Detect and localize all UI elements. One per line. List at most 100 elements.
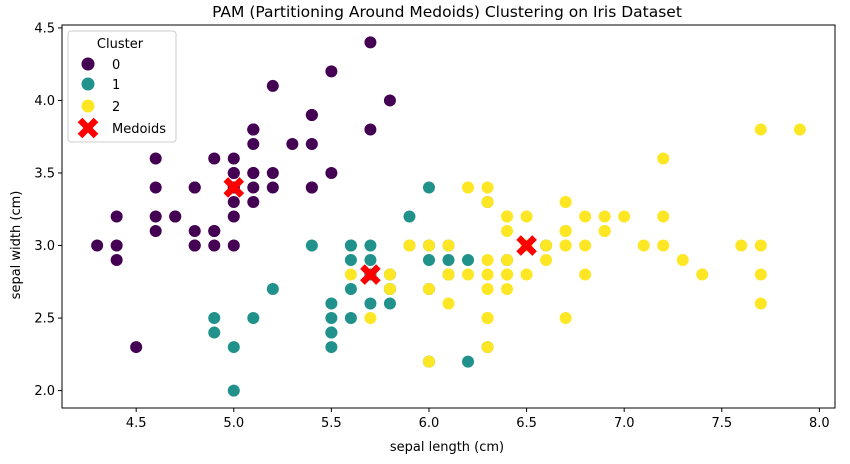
medoid-marker — [360, 264, 381, 285]
data-point-cluster-2 — [501, 268, 514, 281]
y-axis-label: sepal width (cm) — [9, 191, 24, 300]
data-point-cluster-2 — [559, 312, 572, 325]
data-point-cluster-1 — [227, 341, 240, 354]
data-point-cluster-1 — [325, 297, 338, 310]
legend-label: 0 — [112, 58, 120, 73]
data-point-cluster-0 — [305, 137, 318, 150]
data-point-cluster-0 — [286, 137, 299, 150]
data-point-cluster-1 — [383, 297, 396, 310]
data-point-cluster-2 — [754, 297, 767, 310]
x-tick-label: 5.5 — [321, 416, 342, 431]
data-point-cluster-0 — [247, 123, 260, 136]
data-point-cluster-0 — [266, 166, 279, 179]
legend-label: 2 — [112, 100, 120, 115]
data-point-cluster-0 — [305, 181, 318, 194]
data-point-cluster-2 — [735, 239, 748, 252]
data-point-cluster-0 — [325, 65, 338, 78]
data-point-cluster-0 — [266, 181, 279, 194]
data-point-cluster-1 — [403, 210, 416, 223]
y-tick-label: 4.5 — [34, 21, 55, 36]
data-point-cluster-0 — [364, 36, 377, 49]
data-point-cluster-2 — [403, 239, 416, 252]
data-point-cluster-0 — [208, 152, 221, 165]
data-point-cluster-0 — [227, 239, 240, 252]
data-point-cluster-2 — [383, 283, 396, 296]
chart-title: PAM (Partitioning Around Medoids) Cluste… — [212, 3, 682, 21]
data-point-cluster-0 — [149, 181, 162, 194]
x-tick-label: 6.5 — [516, 416, 537, 431]
data-point-cluster-2 — [520, 268, 533, 281]
medoids-layer — [223, 177, 537, 285]
data-point-cluster-0 — [227, 195, 240, 208]
data-point-cluster-1 — [422, 254, 435, 267]
y-tick-label: 3.0 — [34, 239, 55, 254]
data-point-cluster-0 — [149, 225, 162, 238]
data-point-cluster-1 — [208, 326, 221, 339]
data-point-cluster-2 — [481, 268, 494, 281]
data-point-cluster-2 — [520, 210, 533, 223]
x-tick-label: 5.0 — [223, 416, 244, 431]
data-point-cluster-0 — [208, 225, 221, 238]
data-point-cluster-0 — [188, 225, 201, 238]
legend-marker-cluster-0 — [81, 57, 95, 71]
y-tick-label: 3.5 — [34, 166, 55, 181]
data-point-cluster-1 — [364, 254, 377, 267]
data-point-cluster-1 — [364, 239, 377, 252]
data-point-cluster-1 — [344, 254, 357, 267]
data-point-cluster-2 — [462, 181, 475, 194]
legend-medoid-marker — [77, 117, 99, 139]
x-tick-label: 7.0 — [614, 416, 635, 431]
data-point-cluster-2 — [540, 239, 553, 252]
legend-title: Cluster — [97, 37, 144, 52]
data-point-cluster-0 — [110, 239, 123, 252]
data-point-cluster-0 — [227, 152, 240, 165]
y-tick-label: 2.0 — [34, 384, 55, 399]
data-point-cluster-0 — [208, 239, 221, 252]
data-point-cluster-2 — [364, 312, 377, 325]
data-point-cluster-2 — [481, 181, 494, 194]
data-point-cluster-2 — [442, 297, 455, 310]
data-point-cluster-0 — [169, 210, 182, 223]
data-point-cluster-0 — [91, 239, 104, 252]
data-point-cluster-1 — [462, 355, 475, 368]
plot-frame — [61, 24, 836, 409]
medoid-marker — [516, 235, 537, 256]
legend-marker-cluster-2 — [81, 99, 95, 113]
data-point-cluster-2 — [579, 268, 592, 281]
x-tick-label: 8.0 — [809, 416, 830, 431]
data-point-cluster-0 — [266, 79, 279, 92]
data-point-cluster-2 — [481, 283, 494, 296]
data-point-cluster-0 — [130, 341, 143, 354]
data-point-cluster-1 — [462, 254, 475, 267]
data-point-cluster-0 — [364, 123, 377, 136]
data-point-cluster-2 — [754, 268, 767, 281]
data-point-cluster-2 — [481, 195, 494, 208]
data-point-cluster-0 — [149, 210, 162, 223]
data-point-cluster-2 — [657, 239, 670, 252]
y-tick-label: 4.0 — [34, 94, 55, 109]
points-layer — [91, 36, 806, 397]
data-point-cluster-2 — [579, 210, 592, 223]
x-axis-label: sepal length (cm) — [390, 440, 504, 455]
axes-layer: 4.5 5.0 5.5 6.0 6.5 7.0 7.5 8.0 2.0 2.5 3.0 3.5 4.0 4… — [34, 21, 836, 431]
data-point-cluster-2 — [501, 254, 514, 267]
data-point-cluster-2 — [462, 268, 475, 281]
medoid-marker — [223, 177, 245, 198]
data-point-cluster-2 — [579, 239, 592, 252]
data-point-cluster-2 — [501, 210, 514, 223]
data-point-cluster-2 — [637, 239, 650, 252]
data-point-cluster-2 — [559, 195, 572, 208]
data-point-cluster-2 — [657, 152, 670, 165]
data-point-cluster-1 — [422, 181, 435, 194]
data-point-cluster-1 — [227, 384, 240, 397]
data-point-cluster-1 — [325, 312, 338, 325]
data-point-cluster-2 — [598, 225, 611, 238]
data-point-cluster-0 — [227, 210, 240, 223]
data-point-cluster-0 — [110, 254, 123, 267]
data-point-cluster-2 — [598, 210, 611, 223]
data-point-cluster-2 — [676, 254, 689, 267]
data-point-cluster-1 — [325, 326, 338, 339]
data-point-cluster-2 — [793, 123, 806, 136]
x-tick-label: 4.5 — [126, 416, 147, 431]
data-point-cluster-1 — [344, 239, 357, 252]
